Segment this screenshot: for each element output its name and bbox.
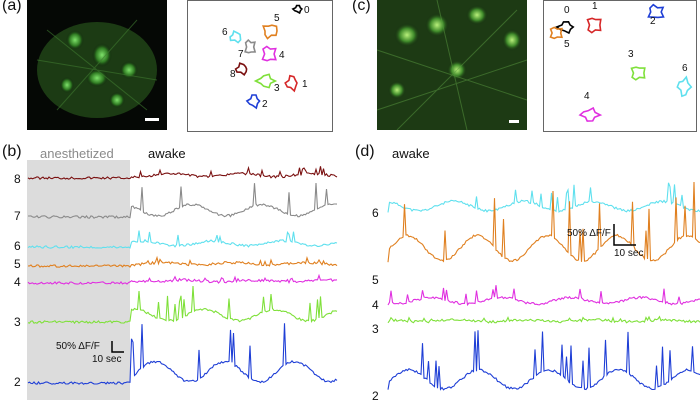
trace-d-label-4: 4 — [372, 298, 379, 312]
roi-outline-8 — [234, 62, 248, 76]
roi-outline-1 — [586, 17, 602, 34]
awake-label-b: awake — [148, 146, 186, 161]
trace-d-6 — [387, 182, 700, 213]
roi-outline-5 — [262, 24, 278, 40]
trace-d-2 — [387, 330, 700, 391]
trace-b-label-5: 5 — [14, 257, 21, 271]
roi-label-3: 3 — [628, 49, 634, 60]
trace-d-label-5: 5 — [372, 273, 379, 287]
roi-outline-5 — [549, 26, 563, 40]
trace-b-label-7: 7 — [14, 209, 21, 223]
trace-b-label-6: 6 — [14, 239, 21, 253]
micrograph-c-svg — [377, 0, 527, 130]
roi-map-c: 0 1 2 3 4 5 6 — [543, 0, 697, 132]
roi-label-5: 5 — [274, 13, 280, 24]
roi-outline-0 — [291, 4, 304, 15]
micrograph-a-svg — [36, 19, 159, 121]
roi-outline-0 — [555, 20, 575, 35]
roi-outline-4 — [261, 45, 277, 62]
roi-label-6: 6 — [682, 63, 688, 74]
awake-label-d: awake — [392, 146, 430, 161]
roi-outline-6 — [676, 75, 693, 98]
trace-b-7 — [28, 182, 338, 219]
roi-label-2: 2 — [262, 99, 268, 110]
trace-b-label-8: 8 — [14, 172, 21, 186]
roi-label-6: 6 — [222, 27, 228, 38]
scale-dff-d: 50% ΔF/F — [567, 228, 611, 239]
roi-label-4: 4 — [279, 50, 285, 61]
trace-b-4 — [27, 273, 338, 285]
roi-label-1: 1 — [302, 79, 308, 90]
trace-b-8 — [27, 165, 338, 181]
micrograph-a — [27, 0, 167, 130]
roi-outline-1 — [284, 74, 298, 93]
trace-b-3 — [27, 285, 338, 325]
roi-outline-4 — [578, 106, 603, 122]
trace-b-5 — [27, 255, 338, 268]
roi-outline-2 — [245, 94, 261, 110]
roi-label-7: 7 — [238, 49, 244, 60]
trace-b-label-2: 2 — [14, 375, 21, 389]
panel-b-letter: (b) — [2, 143, 22, 160]
anesthetized-shade — [27, 160, 130, 400]
trace-d-4 — [387, 285, 700, 307]
scale-bar-b — [111, 341, 124, 353]
roi-outline-7 — [244, 38, 257, 54]
scale-time-b: 10 sec — [92, 354, 122, 365]
roi-label-0: 0 — [304, 5, 310, 16]
trace-b-2 — [27, 323, 338, 385]
trace-d-label-3: 3 — [372, 322, 379, 336]
panel-c-letter: (c) — [352, 0, 371, 14]
roi-label-4: 4 — [584, 91, 590, 102]
trace-d-5 — [387, 181, 700, 263]
anesthetized-label: anesthetized — [40, 146, 114, 161]
trace-b-6 — [27, 230, 338, 250]
trace-d-label-6: 6 — [372, 206, 379, 220]
micrograph-c — [377, 0, 527, 130]
roi-label-0: 0 — [564, 5, 570, 16]
panel-d-letter: (d) — [355, 143, 375, 160]
roi-map-c-svg: 0 1 2 3 4 5 6 — [549, 1, 693, 122]
trace-d-3 — [387, 315, 700, 324]
roi-label-3: 3 — [274, 83, 280, 94]
roi-label-8: 8 — [230, 69, 236, 80]
panel-a-letter: (a) — [2, 0, 22, 14]
trace-b-label-3: 3 — [14, 315, 21, 329]
roi-outline-3 — [630, 66, 646, 81]
roi-outline-6 — [229, 29, 242, 44]
scale-time-d: 10 sec — [614, 248, 644, 259]
roi-outline-3 — [253, 73, 278, 89]
roi-label-5: 5 — [564, 39, 570, 50]
scale-dff-b: 50% ΔF/F — [56, 341, 100, 352]
scale-bar-d — [613, 224, 636, 246]
trace-b-label-4: 4 — [14, 275, 21, 289]
trace-d-label-2: 2 — [372, 389, 379, 400]
roi-label-2: 2 — [650, 16, 656, 27]
roi-outline-2 — [647, 3, 665, 19]
roi-label-1: 1 — [592, 1, 598, 12]
